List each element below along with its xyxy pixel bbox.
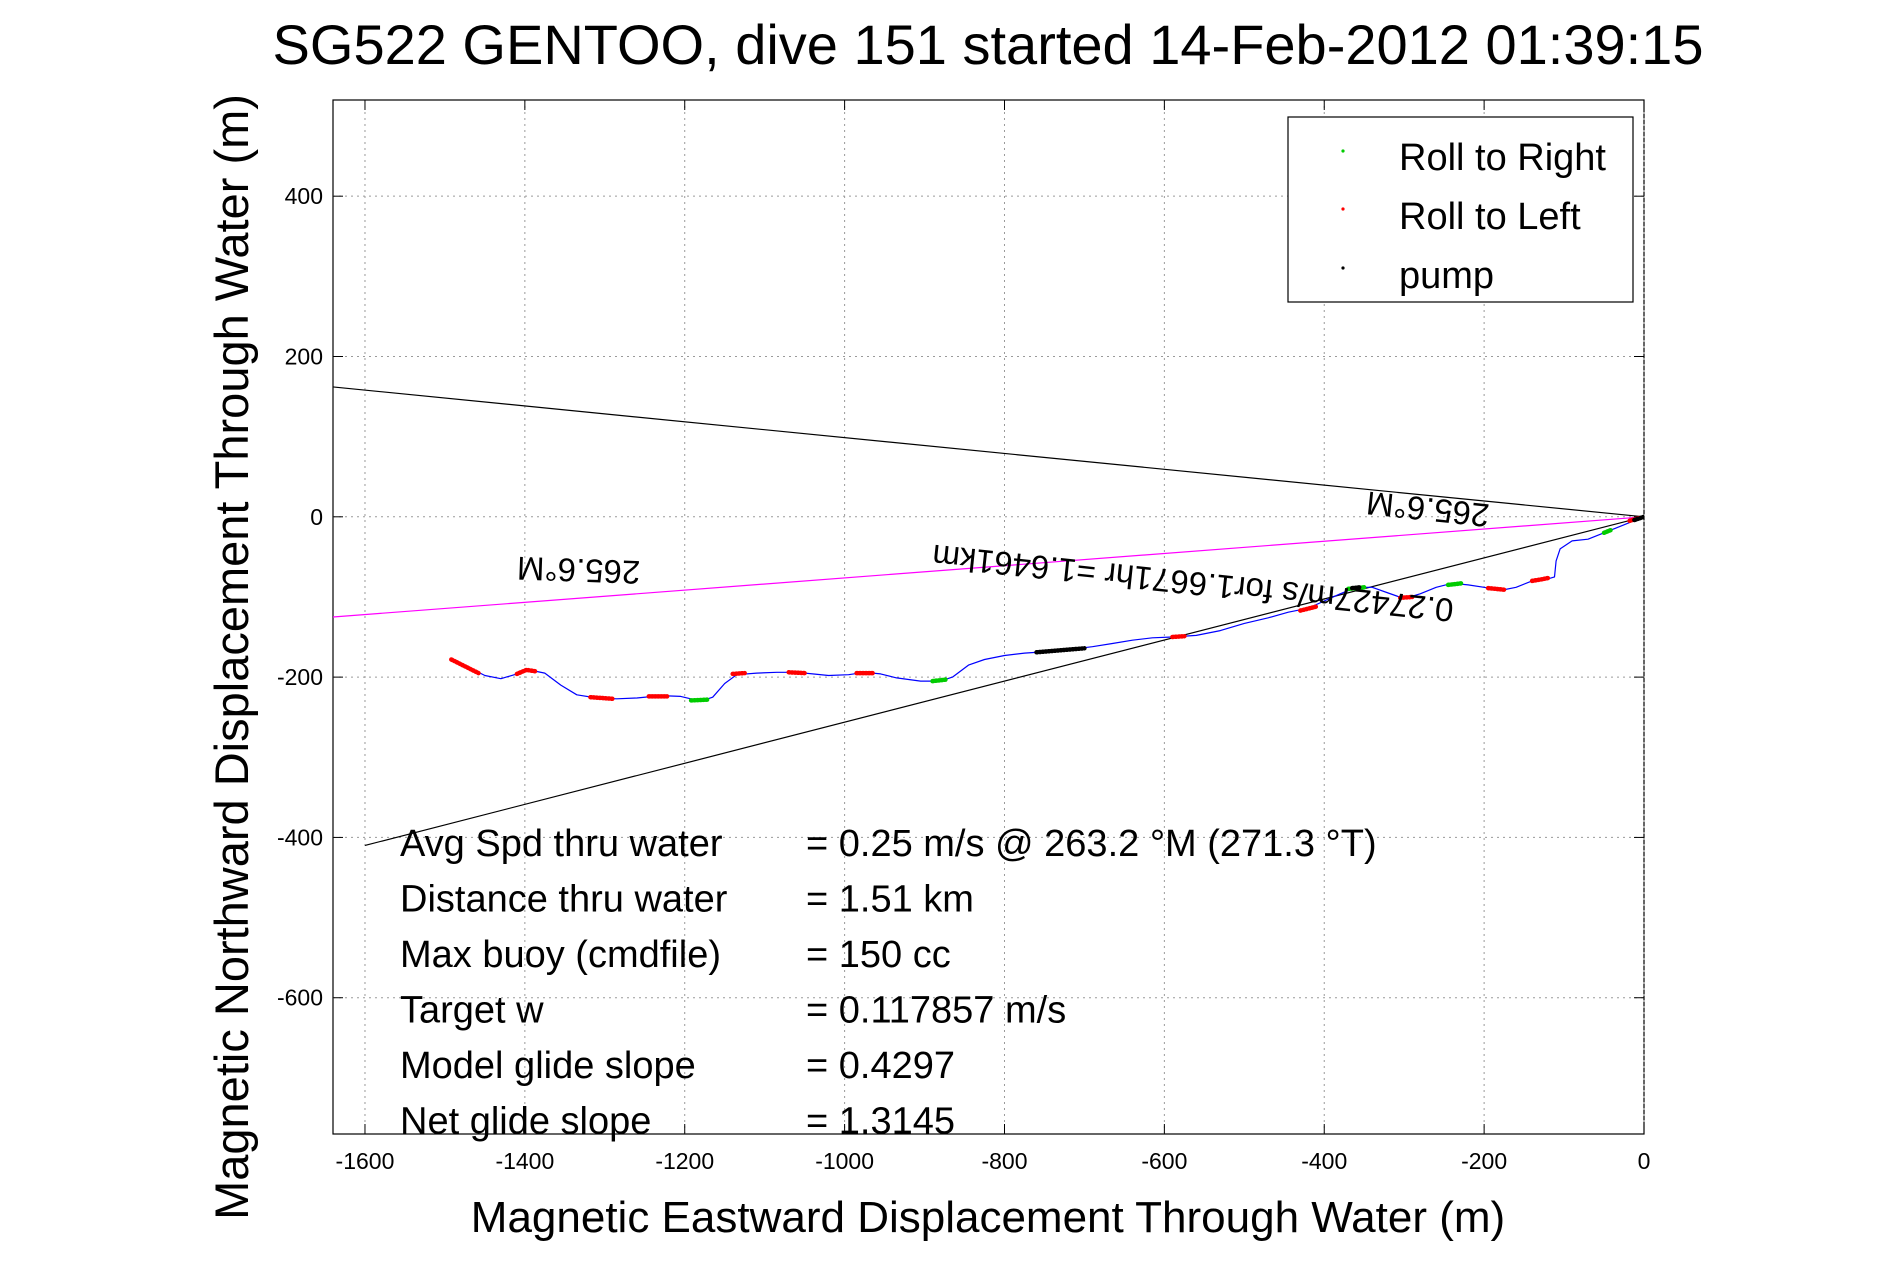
roll-right-segment-1 [930, 677, 950, 684]
legend-entry-roll-right: Roll to Right [1341, 137, 1606, 179]
y-tick-label-4: 200 [285, 343, 323, 369]
legend-entry-roll-left: Roll to Left [1341, 196, 1581, 238]
chart-title: SG522 GENTOO, dive 151 started 14-Feb-20… [273, 13, 1704, 76]
reference-line-1 [364, 516, 1644, 847]
stat-label-3: Target w [400, 990, 544, 1032]
x-tick-label-8: 0 [1638, 1148, 1651, 1174]
reference-line-2 [333, 516, 1644, 618]
stat-label-0: Avg Spd thru water [400, 823, 723, 865]
roll-right-segment-4 [1601, 527, 1615, 536]
x-tick-label-0: -1600 [336, 1148, 395, 1174]
legend-entry-pump: pump [1341, 255, 1494, 297]
x-tick-label-2: -1200 [655, 1148, 714, 1174]
glider-track [449, 514, 1644, 703]
roll-left-segment-8 [1298, 604, 1319, 613]
roll-left-segment-4 [730, 670, 747, 677]
stat-value-4: = 0.4297 [806, 1045, 955, 1087]
roll-left-segment-0 [449, 657, 481, 676]
roll-left-segment-5 [786, 670, 807, 676]
roll-left-segment-7 [1170, 633, 1187, 640]
legend-marker-roll-right [1341, 149, 1345, 153]
roll-left-segment-11 [1529, 575, 1552, 584]
x-tick-label-3: -1000 [815, 1148, 874, 1174]
x-tick-label-6: -400 [1301, 1148, 1347, 1174]
stat-label-2: Max buoy (cmdfile) [400, 934, 721, 976]
x-tick-label-7: -200 [1461, 1148, 1507, 1174]
legend-label-roll-left: Roll to Left [1399, 196, 1581, 238]
roll-left-segment-10 [1485, 585, 1507, 592]
legend-label-pump: pump [1399, 255, 1494, 297]
y-axis-ticks: -600 -400 -200 0 200 400 [277, 183, 1644, 1011]
x-axis-label: Magnetic Eastward Displacement Through W… [471, 1193, 1505, 1242]
roll-right-segment-0 [688, 697, 711, 703]
x-axis-ticks: -1600 -1400 -1200 -1000 -800 -600 -400 -200 0 [336, 100, 1651, 1174]
x-tick-label-1: -1400 [495, 1148, 554, 1174]
x-tick-label-4: -800 [981, 1148, 1027, 1174]
pump-segment-1 [1349, 585, 1363, 591]
roll-left-segment-2 [588, 694, 616, 702]
stat-value-3: = 0.117857 m/s [806, 990, 1066, 1032]
y-tick-label-0: -600 [277, 985, 323, 1011]
stat-value-5: = 1.3145 [806, 1101, 955, 1143]
legend-marker-pump [1341, 266, 1345, 270]
y-tick-label-3: 0 [310, 504, 323, 530]
legend-label-roll-right: Roll to Right [1399, 137, 1606, 179]
x-tick-label-5: -600 [1141, 1148, 1187, 1174]
stat-value-2: = 150 cc [806, 934, 951, 976]
reference-lines [333, 386, 1644, 847]
roll-right-segment-3 [1445, 581, 1464, 588]
pump-segment-0 [1034, 646, 1087, 655]
y-axis-label: Magnetic Northward Displacement Through … [205, 94, 258, 1220]
dive-stats: Avg Spd thru water = 0.25 m/s @ 263.2 °M … [400, 823, 1377, 1143]
roll-left-segment-9 [1397, 594, 1415, 601]
y-tick-label-5: 400 [285, 183, 323, 209]
roll-left-segment-1 [514, 667, 540, 677]
stat-label-1: Distance thru water [400, 879, 728, 921]
y-tick-label-1: -400 [277, 824, 323, 850]
legend: Roll to Right Roll to Left pump [1287, 116, 1634, 303]
stat-value-1: = 1.51 km [806, 879, 974, 921]
legend-box [1287, 116, 1634, 303]
y-tick-label-2: -200 [277, 664, 323, 690]
heading-label-left: 265.6°M [516, 550, 640, 591]
stat-label-4: Model glide slope [400, 1045, 696, 1087]
stat-value-0: = 0.25 m/s @ 263.2 °M (271.3 °T) [806, 823, 1377, 865]
pump-segment-2 [1632, 514, 1644, 523]
stat-label-5: Net glide slope [400, 1101, 651, 1143]
legend-marker-roll-left [1341, 207, 1345, 211]
reference-line-0 [333, 386, 1644, 518]
